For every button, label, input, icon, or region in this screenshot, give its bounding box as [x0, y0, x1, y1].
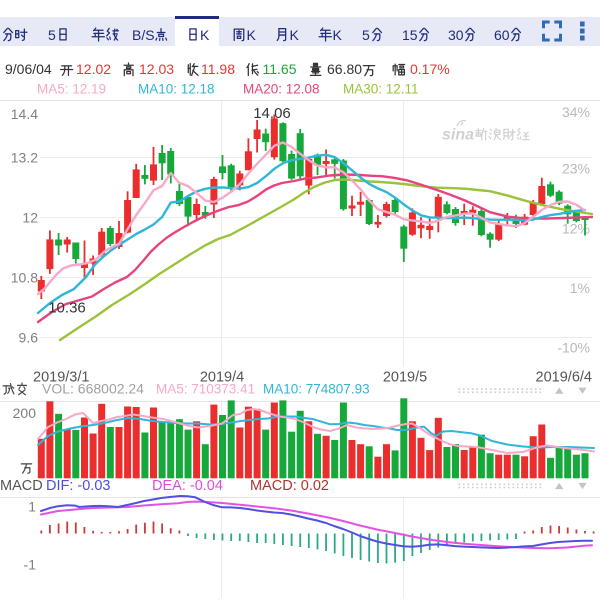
- svg-text:12.02: 12.02: [76, 61, 111, 77]
- svg-text:0.17%: 0.17%: [410, 61, 450, 77]
- svg-text:2019/4: 2019/4: [200, 370, 244, 386]
- svg-text:sina: sina: [442, 127, 474, 144]
- svg-text:K: K: [200, 27, 210, 43]
- svg-text:-10%: -10%: [557, 340, 590, 356]
- svg-text:11.65: 11.65: [263, 61, 297, 77]
- svg-text:13.2: 13.2: [11, 150, 38, 166]
- svg-text:30: 30: [448, 27, 464, 43]
- svg-text:5: 5: [362, 27, 370, 43]
- svg-text:12: 12: [22, 210, 38, 226]
- svg-text:-1: -1: [24, 557, 37, 573]
- svg-text:60: 60: [494, 27, 510, 43]
- svg-text:K: K: [333, 27, 343, 43]
- svg-text:2019/6/4: 2019/6/4: [536, 370, 592, 386]
- svg-text:MA5: 710373.41: MA5: 710373.41: [156, 382, 255, 397]
- svg-text:DIF: -0.03: DIF: -0.03: [46, 478, 110, 494]
- svg-text:9/06/04: 9/06/04: [5, 61, 52, 77]
- svg-text:K: K: [290, 27, 300, 43]
- svg-text:10.8: 10.8: [11, 270, 38, 286]
- svg-text:MA10: 12.18: MA10: 12.18: [138, 82, 215, 97]
- svg-text:11.98: 11.98: [201, 61, 235, 77]
- svg-text:200: 200: [13, 405, 37, 421]
- svg-text:10.36: 10.36: [48, 300, 86, 317]
- svg-text:B/S: B/S: [132, 27, 155, 43]
- svg-text:MA20: 12.08: MA20: 12.08: [243, 82, 320, 97]
- svg-text:MA5: 12.19: MA5: 12.19: [37, 82, 106, 97]
- svg-text:12%: 12%: [562, 221, 590, 237]
- svg-text:MACD: 0.02: MACD: 0.02: [250, 478, 329, 494]
- svg-text:DEA: -0.04: DEA: -0.04: [152, 478, 223, 494]
- svg-text:2019/3/1: 2019/3/1: [33, 370, 89, 386]
- svg-text:12.03: 12.03: [139, 61, 174, 77]
- svg-text:MACD: MACD: [0, 478, 43, 494]
- svg-text:2019/5: 2019/5: [383, 370, 427, 386]
- svg-text:K: K: [247, 27, 257, 43]
- svg-text:23%: 23%: [562, 161, 590, 177]
- svg-text:1: 1: [28, 499, 36, 515]
- svg-text:14.4: 14.4: [11, 106, 38, 122]
- svg-text:VOL: 668002.24: VOL: 668002.24: [42, 381, 144, 397]
- svg-text:9.6: 9.6: [19, 330, 39, 346]
- svg-text:34%: 34%: [562, 104, 590, 120]
- svg-text:66.80: 66.80: [327, 61, 362, 77]
- svg-text:MA10: 774807.93: MA10: 774807.93: [263, 382, 370, 397]
- svg-text:1%: 1%: [570, 280, 590, 296]
- svg-text:14.06: 14.06: [253, 105, 291, 122]
- svg-text:5: 5: [48, 27, 56, 43]
- svg-text:15: 15: [402, 27, 418, 43]
- svg-text:MA30: 12.11: MA30: 12.11: [343, 82, 419, 97]
